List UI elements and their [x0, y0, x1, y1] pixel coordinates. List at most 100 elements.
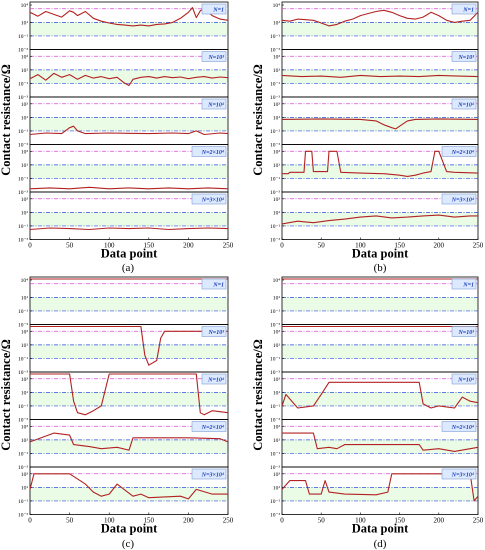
y-tick-label: 10⁻¹	[270, 499, 280, 505]
panel-caption: (c)	[122, 538, 135, 550]
subpanel-3: 10⁻³ 10⁻¹ 10¹ 10³ N=2×10⁴	[270, 419, 479, 471]
x-tick-label: 50	[66, 517, 74, 525]
y-tick-label: 10¹	[21, 343, 29, 349]
y-tick-label: 10¹	[273, 163, 281, 169]
y-tick-label: 10⁻¹	[270, 356, 280, 362]
series-line	[30, 373, 229, 416]
y-axis-label: Contact resistance/Ω	[251, 339, 265, 451]
y-tick-label: 10⁻¹	[270, 451, 280, 457]
x-tick-label: 50	[318, 517, 326, 525]
y-tick-label: 10¹	[21, 485, 29, 491]
y-tick-label: 10⁻³	[270, 323, 280, 329]
series-line	[281, 381, 479, 409]
n-label: N=3×10⁴	[451, 198, 474, 204]
y-tick-label: 10⁻¹	[18, 499, 28, 505]
panel-caption: (a)	[122, 262, 135, 274]
x-tick-label: 50	[318, 242, 326, 250]
n-label: N=1	[462, 8, 474, 14]
shaded-band	[282, 439, 478, 454]
x-tick-label: 0	[28, 242, 32, 250]
y-tick-label: 10⁻³	[270, 465, 280, 471]
n-label: N=10³	[207, 330, 224, 336]
n-label-box	[451, 51, 477, 62]
subpanel-2: 10⁻³ 10⁻¹ 10¹ 10³ N=10⁴	[18, 371, 229, 424]
y-tick-label: 10³	[273, 424, 281, 430]
y-tick-label: 10⁻³	[270, 238, 280, 244]
x-tick-label: 100	[104, 517, 115, 525]
y-tick-label: 10¹	[273, 343, 281, 349]
x-tick-label: 150	[144, 242, 155, 250]
n-label: N=10³	[457, 55, 474, 61]
series-line	[29, 186, 229, 190]
shaded-band	[282, 297, 478, 311]
y-tick-label: 10⁻¹	[18, 129, 28, 135]
x-tick-label: 200	[434, 517, 445, 525]
y-tick-label: 10⁻³	[18, 370, 28, 376]
y-tick-label: 10⁻¹	[18, 309, 28, 315]
y-tick-label: 10⁻³	[18, 418, 28, 424]
y-tick-label: 10⁻¹	[18, 81, 28, 87]
y-tick-label: 10⁻¹	[270, 176, 280, 182]
x-tick-label: 150	[144, 517, 155, 525]
y-tick-label: 10³	[21, 197, 29, 203]
subpanel-4: 10⁻³ 10⁻¹ 10¹ 10³ N=3×10⁴	[270, 466, 479, 519]
y-tick-label: 10³	[21, 377, 29, 383]
n-label: N=1	[212, 8, 224, 14]
shaded-band	[282, 392, 478, 406]
n-label: N=10⁴	[457, 103, 474, 109]
series-line	[29, 473, 228, 500]
series-line	[281, 74, 479, 78]
n-label: N=2×10⁴	[451, 150, 474, 156]
shaded-band	[30, 69, 228, 84]
n-label-box	[441, 468, 477, 480]
shaded-band	[30, 439, 228, 454]
subpanel-3: 10⁻³ 10⁻¹ 10¹ 10³ N=2×10⁴	[18, 419, 229, 471]
n-label: N=10³	[457, 330, 474, 336]
x-tick-label: 100	[355, 242, 366, 250]
subpanel-4: 10⁻³ 10⁻¹ 10¹ 10³ N=3×10⁴	[270, 191, 479, 244]
y-tick-label: 10¹	[273, 68, 281, 74]
y-tick-label: 10³	[21, 102, 29, 108]
y-tick-label: 10⁻³	[18, 190, 28, 196]
subpanel-0: 10⁻³ 10⁻¹ 10¹ 10⁴ N=1	[18, 276, 229, 329]
shaded-band	[30, 297, 228, 311]
series-line	[29, 125, 229, 136]
y-tick-label: 10⁻¹	[18, 356, 28, 362]
subpanel-3: 10⁻³ 10⁻¹ 10¹ 10³ N=2×10⁴	[270, 144, 479, 196]
y-tick-label: 10⁴	[21, 3, 29, 9]
y-tick-label: 10⁻¹	[18, 404, 28, 410]
series-line	[282, 432, 479, 452]
series-line	[29, 7, 229, 27]
shaded-band	[30, 117, 228, 131]
y-tick-label: 10⁻¹	[270, 81, 280, 87]
y-tick-label: 10³	[21, 149, 29, 155]
y-tick-label: 10¹	[273, 485, 281, 491]
y-tick-label: 10⁻¹	[270, 309, 280, 315]
y-tick-label: 10⁻³	[18, 465, 28, 471]
x-tick-label: 200	[183, 517, 194, 525]
n-label: N=10⁴	[207, 378, 224, 384]
y-tick-label: 10³	[273, 472, 281, 478]
x-tick-label: 250	[223, 242, 234, 250]
series-line	[282, 150, 479, 177]
x-axis-label: Data point	[101, 522, 158, 536]
y-tick-label: 10⁻³	[270, 418, 280, 424]
y-tick-label: 10³	[21, 329, 29, 335]
y-tick-label: 10¹	[21, 438, 29, 444]
shaded-band	[282, 117, 478, 131]
y-tick-label: 10⁻³	[18, 143, 28, 149]
x-axis-label: Data point	[352, 247, 409, 261]
x-tick-label: 200	[183, 242, 194, 250]
n-label-box	[201, 3, 227, 15]
subpanel-0: 10⁻³ 10⁻¹ 10¹ 10⁴ N=1	[18, 1, 229, 54]
subpanel-4: 10⁻³ 10⁻¹ 10¹ 10³ N=3×10⁴	[18, 191, 229, 244]
shaded-band	[282, 164, 478, 179]
y-tick-label: 10⁴	[21, 278, 29, 284]
shaded-band	[30, 487, 228, 501]
n-label: N=1	[212, 283, 224, 289]
subpanel-1: 10⁻³ 10⁻¹ 10¹ 10³ N=10³	[270, 49, 479, 101]
y-tick-label: 10³	[21, 424, 29, 430]
n-label-box	[201, 373, 227, 385]
x-tick-label: 250	[473, 517, 484, 525]
